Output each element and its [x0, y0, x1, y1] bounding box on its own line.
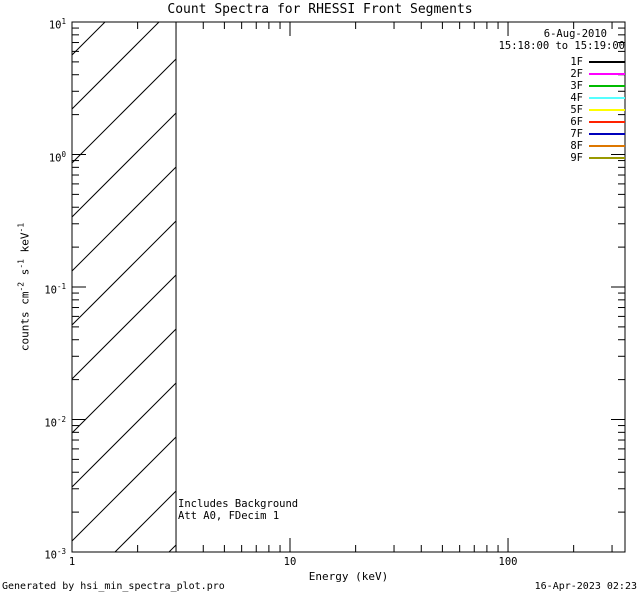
y-tick-label: 101 — [48, 17, 66, 32]
legend-date: 6-Aug-2010 — [543, 28, 607, 40]
y-tick-label: 10-3 — [44, 547, 66, 562]
legend-color-swatch — [589, 85, 625, 87]
x-tick-label: 10 — [283, 556, 297, 568]
legend-color-swatch — [589, 73, 625, 75]
legend-color-swatch — [589, 145, 625, 147]
plot-title: Count Spectra for RHESSI Front Segments — [167, 2, 473, 17]
legend-item-9F: 9F — [499, 152, 625, 164]
x-tick-label: 1 — [68, 556, 76, 568]
y-axis-label: counts cm-2 s-1 keV-1 — [16, 222, 32, 352]
x-axis-label: Energy (keV) — [308, 570, 389, 583]
legend-item-6F: 6F — [499, 116, 625, 128]
annotation-includes-background: Includes Background — [178, 498, 299, 510]
legend-entries: 1F 2F 3F 4F 5F 6F 7F 8F 9F — [499, 56, 625, 164]
legend-item-label: 8F — [570, 140, 583, 152]
legend-item-4F: 4F — [499, 92, 625, 104]
legend-item-label: 5F — [570, 104, 583, 116]
legend-color-swatch — [589, 133, 625, 135]
legend-item-1F: 1F — [499, 56, 625, 68]
annotation-attenuator-state: Att A0, FDecim 1 — [178, 510, 280, 522]
y-tick-label: 100 — [48, 149, 66, 165]
legend-color-swatch — [589, 109, 625, 111]
legend-color-swatch — [589, 97, 625, 99]
y-tick-label: 10-1 — [44, 282, 66, 297]
legend-item-label: 7F — [570, 128, 583, 140]
legend-color-swatch — [589, 121, 625, 123]
legend-item-7F: 7F — [499, 128, 625, 140]
legend-color-swatch — [589, 61, 625, 63]
generated-by-text: Generated by hsi_min_spectra_plot.pro — [2, 581, 225, 592]
legend-item-label: 9F — [570, 152, 583, 164]
legend-item-label: 1F — [570, 56, 583, 68]
y-tick-label: 10-2 — [44, 414, 66, 430]
x-tick-label: 100 — [498, 556, 518, 568]
legend: 6-Aug-2010 15:18:00 to 15:19:00 1F 2F 3F 4F… — [499, 28, 625, 164]
legend-item-label: 2F — [570, 68, 583, 80]
legend-item-2F: 2F — [499, 68, 625, 80]
legend-item-5F: 5F — [499, 104, 625, 116]
legend-item-3F: 3F — [499, 80, 625, 92]
render-timestamp: 16-Apr-2023 02:23 — [534, 581, 637, 592]
legend-color-swatch — [589, 157, 625, 159]
legend-item-label: 6F — [570, 116, 583, 128]
legend-item-label: 3F — [570, 80, 583, 92]
legend-item-8F: 8F — [499, 140, 625, 152]
legend-time-range: 15:18:00 to 15:19:00 — [498, 40, 625, 52]
legend-item-label: 4F — [570, 92, 583, 104]
plot-annotations: Includes Background Att A0, FDecim 1 — [178, 498, 298, 522]
